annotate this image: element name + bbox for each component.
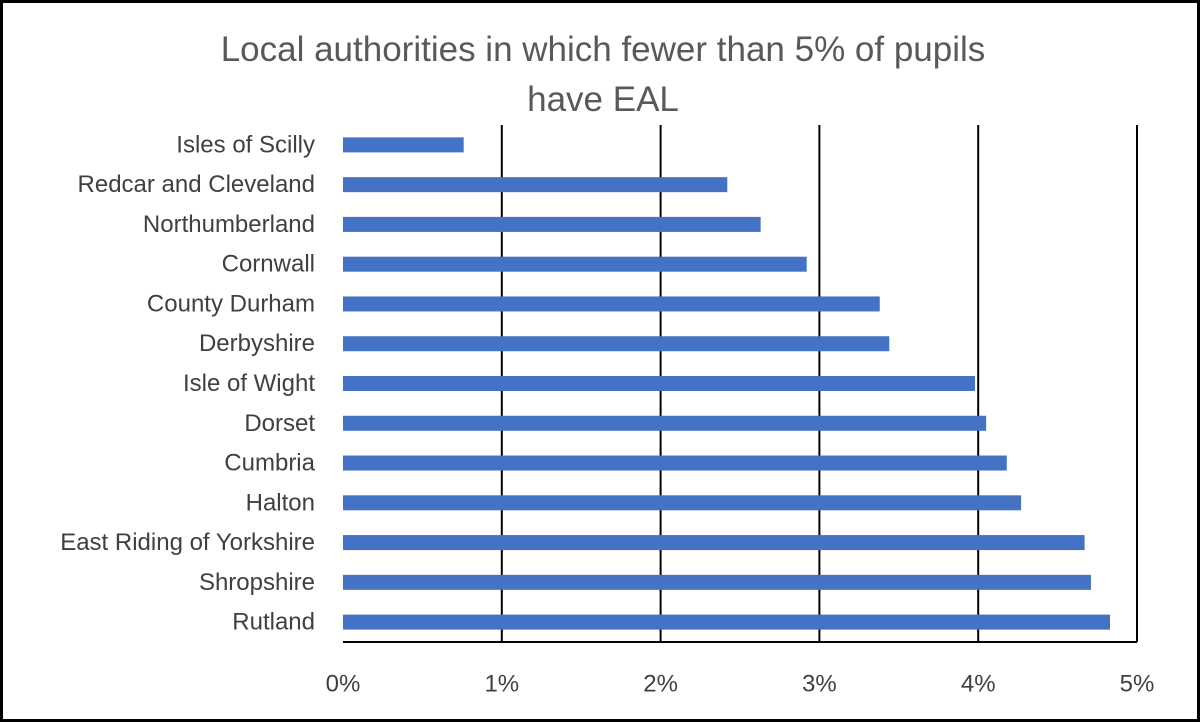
category-label-0: Isles of Scilly <box>176 131 315 158</box>
x-tick-label-4: 4% <box>961 671 996 698</box>
chart-title-line-2: have EAL <box>527 80 679 119</box>
bar-5 <box>343 336 890 352</box>
category-label-5: Derbyshire <box>199 330 315 357</box>
category-label-8: Cumbria <box>224 450 315 477</box>
category-label-9: Halton <box>246 489 315 516</box>
x-tick-label-0: 0% <box>326 671 361 698</box>
category-label-12: Rutland <box>232 609 315 636</box>
x-tick-labels: 0% 1% 2% 3% 4% 5% <box>326 671 1155 698</box>
category-labels: Isles of Scilly Redcar and Cleveland North… <box>60 131 315 635</box>
category-label-2: Northumberland <box>143 211 315 238</box>
bar-2 <box>343 216 761 232</box>
category-label-1: Redcar and Cleveland <box>78 171 315 198</box>
bar-12 <box>343 614 1111 630</box>
bar-7 <box>343 415 987 431</box>
category-label-11: Shropshire <box>199 569 315 596</box>
category-label-10: East Riding of Yorkshire <box>60 529 315 556</box>
bar-1 <box>343 177 728 193</box>
category-label-4: County Durham <box>147 290 315 317</box>
category-label-7: Dorset <box>244 410 315 437</box>
bar-4 <box>343 296 880 312</box>
x-tick-label-5: 5% <box>1120 671 1155 698</box>
category-label-6: Isle of Wight <box>183 370 315 397</box>
bar-11 <box>343 574 1091 590</box>
category-label-3: Cornwall <box>222 251 315 278</box>
bar-10 <box>343 535 1085 551</box>
x-tick-label-1: 1% <box>484 671 519 698</box>
bar-3 <box>343 256 807 272</box>
x-tick-label-3: 3% <box>802 671 837 698</box>
bars <box>343 137 1111 630</box>
bar-0 <box>343 137 464 153</box>
bar-6 <box>343 376 976 391</box>
bar-9 <box>343 495 1022 511</box>
bar-8 <box>343 455 1007 471</box>
x-tick-label-2: 2% <box>643 671 678 698</box>
chart-title-line-1: Local authorities in which fewer than 5%… <box>220 30 986 69</box>
chart-title: Local authorities in which fewer than 5%… <box>3 25 1200 125</box>
